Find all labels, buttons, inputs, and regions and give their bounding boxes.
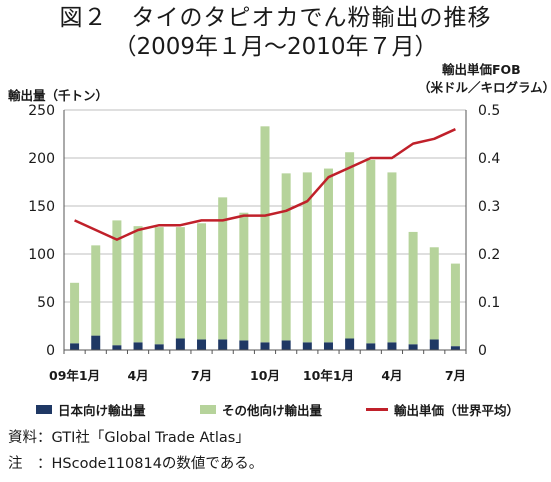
bar-japan bbox=[408, 344, 418, 350]
bar-japan bbox=[323, 342, 333, 350]
bar-japan bbox=[345, 338, 355, 350]
left-tick-label: 200 bbox=[28, 151, 55, 167]
legend-item-other: その他向け輸出量 bbox=[200, 400, 322, 419]
bar-japan bbox=[366, 343, 376, 350]
bar-other bbox=[197, 223, 207, 340]
x-tick-label: 7月 bbox=[191, 368, 212, 383]
x-tick-label: 4月 bbox=[381, 368, 402, 383]
x-tick-label: 7月 bbox=[445, 368, 466, 383]
bar-other bbox=[387, 172, 397, 343]
right-tick-label: 0.1 bbox=[478, 295, 500, 311]
left-tick-label: 0 bbox=[46, 343, 55, 359]
bar-other bbox=[91, 245, 101, 336]
bar-other bbox=[112, 220, 122, 346]
bar-japan bbox=[133, 342, 143, 350]
legend-label-price: 輸出単価（世界平均） bbox=[394, 403, 520, 418]
bar-japan bbox=[218, 339, 228, 350]
bar-japan bbox=[260, 342, 270, 350]
bar-japan bbox=[239, 340, 249, 350]
right-axis-title-line1: 輸出単価FOB bbox=[442, 62, 521, 77]
chart-title: 図２ タイのタピオカでん粉輸出の推移 bbox=[59, 5, 492, 31]
bar-other bbox=[408, 231, 418, 345]
x-tick-label: 4月 bbox=[127, 368, 148, 383]
bar-japan bbox=[175, 338, 185, 350]
bar-japan bbox=[154, 344, 164, 350]
left-tick-label: 150 bbox=[28, 199, 55, 215]
bar-japan bbox=[302, 342, 312, 350]
bar-other bbox=[175, 227, 185, 339]
bar-other bbox=[260, 126, 270, 343]
bar-other bbox=[345, 152, 355, 339]
legend-swatch-other bbox=[200, 405, 216, 414]
bar-japan bbox=[197, 339, 207, 350]
legend-label-japan: 日本向け輸出量 bbox=[58, 403, 146, 418]
bar-other bbox=[239, 212, 249, 341]
bar-japan bbox=[429, 339, 439, 350]
bar-other bbox=[429, 247, 439, 340]
price-line bbox=[74, 128, 456, 241]
bar-other bbox=[154, 227, 164, 345]
bar-japan bbox=[387, 342, 397, 350]
right-tick-label: 0.3 bbox=[478, 199, 500, 215]
left-tick-label: 100 bbox=[28, 247, 55, 263]
bar-other bbox=[218, 197, 228, 340]
legend-item-japan: 日本向け輸出量 bbox=[36, 400, 146, 419]
chart-subtitle: （2009年１月～2010年７月） bbox=[113, 34, 438, 60]
bar-other bbox=[366, 159, 376, 344]
bar-other bbox=[302, 172, 312, 343]
legend-swatch-japan bbox=[36, 405, 52, 414]
right-tick-label: 0 bbox=[478, 343, 487, 359]
right-axis-title-line2: （米ドル／キログラム） bbox=[418, 80, 551, 95]
x-tick-label: 10月 bbox=[250, 368, 280, 383]
left-tick-label: 50 bbox=[37, 295, 55, 311]
bar-other bbox=[281, 173, 291, 341]
bar-other bbox=[323, 168, 333, 343]
x-tick-label: 09年1月 bbox=[49, 368, 100, 383]
axes: 0 50 100 150 200 250 0 0.1 0.2 0.3 0.4 0.5 09年1月 4月 7月… bbox=[28, 103, 500, 383]
bar-japan bbox=[281, 340, 291, 350]
bar-japan bbox=[70, 343, 80, 350]
bar-other bbox=[133, 226, 143, 343]
right-tick-label: 0.5 bbox=[478, 103, 500, 119]
chart-svg: 0 50 100 150 200 250 0 0.1 0.2 0.3 0.4 0.5 09年1月 4月 7月… bbox=[28, 103, 500, 383]
x-tick-label: 10年1月 bbox=[303, 368, 354, 383]
bars bbox=[70, 126, 460, 350]
bar-japan bbox=[112, 345, 122, 350]
footnote: 注 ：HScode110814の数値である。 bbox=[8, 456, 264, 472]
source-note: 資料：GTI社「Global Trade Atlas」 bbox=[8, 430, 250, 446]
bar-japan bbox=[450, 346, 460, 350]
left-axis-title: 輸出量（千トン） bbox=[8, 88, 109, 103]
legend-item-price: 輸出単価（世界平均） bbox=[366, 400, 519, 419]
right-tick-label: 0.2 bbox=[478, 247, 500, 263]
bar-japan bbox=[91, 335, 101, 350]
bar-other bbox=[70, 282, 80, 344]
right-tick-label: 0.4 bbox=[478, 151, 500, 167]
bar-other bbox=[450, 263, 460, 347]
legend-swatch-price bbox=[366, 408, 388, 411]
legend-label-other: その他向け輸出量 bbox=[222, 403, 323, 418]
price-line-layer bbox=[74, 128, 456, 241]
left-tick-label: 250 bbox=[28, 103, 55, 119]
